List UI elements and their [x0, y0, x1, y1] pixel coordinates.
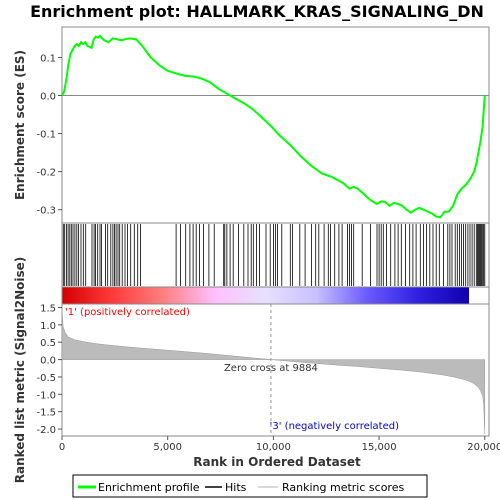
x-axis-label: Rank in Ordered Dataset [193, 455, 361, 469]
x-tick-label: 5,000 [153, 442, 182, 453]
es-panel-frame [61, 26, 490, 224]
x-tick-label: 0 [59, 442, 65, 453]
x-tick-label: 20,000 [467, 442, 500, 453]
metric-y-tick-label: 0.0 [40, 356, 56, 367]
enrichment-profile-line [61, 34, 486, 219]
ranking-metric-area [61, 307, 486, 435]
metric-y-tick-label: -1.5 [36, 408, 56, 419]
zero-cross-label: Zero cross at 9884 [224, 363, 318, 374]
hit-marks [62, 224, 486, 286]
es-y-axis: 0.1 0.0 -0.1 -0.2 -0.3 [36, 53, 62, 217]
ranking-heat-bar [62, 287, 469, 304]
metric-y-tick-label: -0.5 [36, 373, 56, 384]
es-y-tick-label: 0.1 [40, 53, 56, 64]
x-tick-label: 15,000 [362, 442, 397, 453]
metric-y-tick-label: 0.5 [40, 338, 56, 349]
metric-y-axis-label: Ranked list metric (Signal2Noise) [13, 257, 27, 484]
es-y-tick-label: -0.1 [36, 130, 56, 141]
es-y-tick-label: -0.2 [36, 168, 56, 179]
x-axis: 0 5,000 10,000 15,000 20,000 [59, 436, 500, 453]
es-y-tick-label: 0.0 [40, 92, 56, 103]
legend-ranking-label: Ranking metric scores [282, 481, 404, 494]
positive-correlation-label: '1' (positively correlated) [65, 307, 190, 318]
legend-box [72, 474, 428, 498]
metric-y-axis: 1.5 1.0 0.5 0.0 -0.5 -1.0 -1.5 -2.0 [36, 303, 62, 436]
metric-y-tick-label: -1.0 [36, 390, 56, 401]
legend-hits-label: Hits [225, 481, 247, 494]
negative-correlation-label: '3' (negatively correlated) [270, 421, 399, 432]
metric-y-tick-label: -2.0 [36, 425, 56, 436]
es-y-tick-label: -0.3 [36, 206, 56, 217]
metric-y-tick-label: 1.0 [40, 321, 56, 332]
es-y-axis-label: Enrichment score (ES) [13, 50, 27, 200]
x-tick-label: 10,000 [256, 442, 291, 453]
chart-title: Enrichment plot: HALLMARK_KRAS_SIGNALING… [30, 2, 484, 21]
metric-y-tick-label: 1.5 [40, 303, 56, 314]
legend-enrichment-label: Enrichment profile [98, 481, 200, 494]
